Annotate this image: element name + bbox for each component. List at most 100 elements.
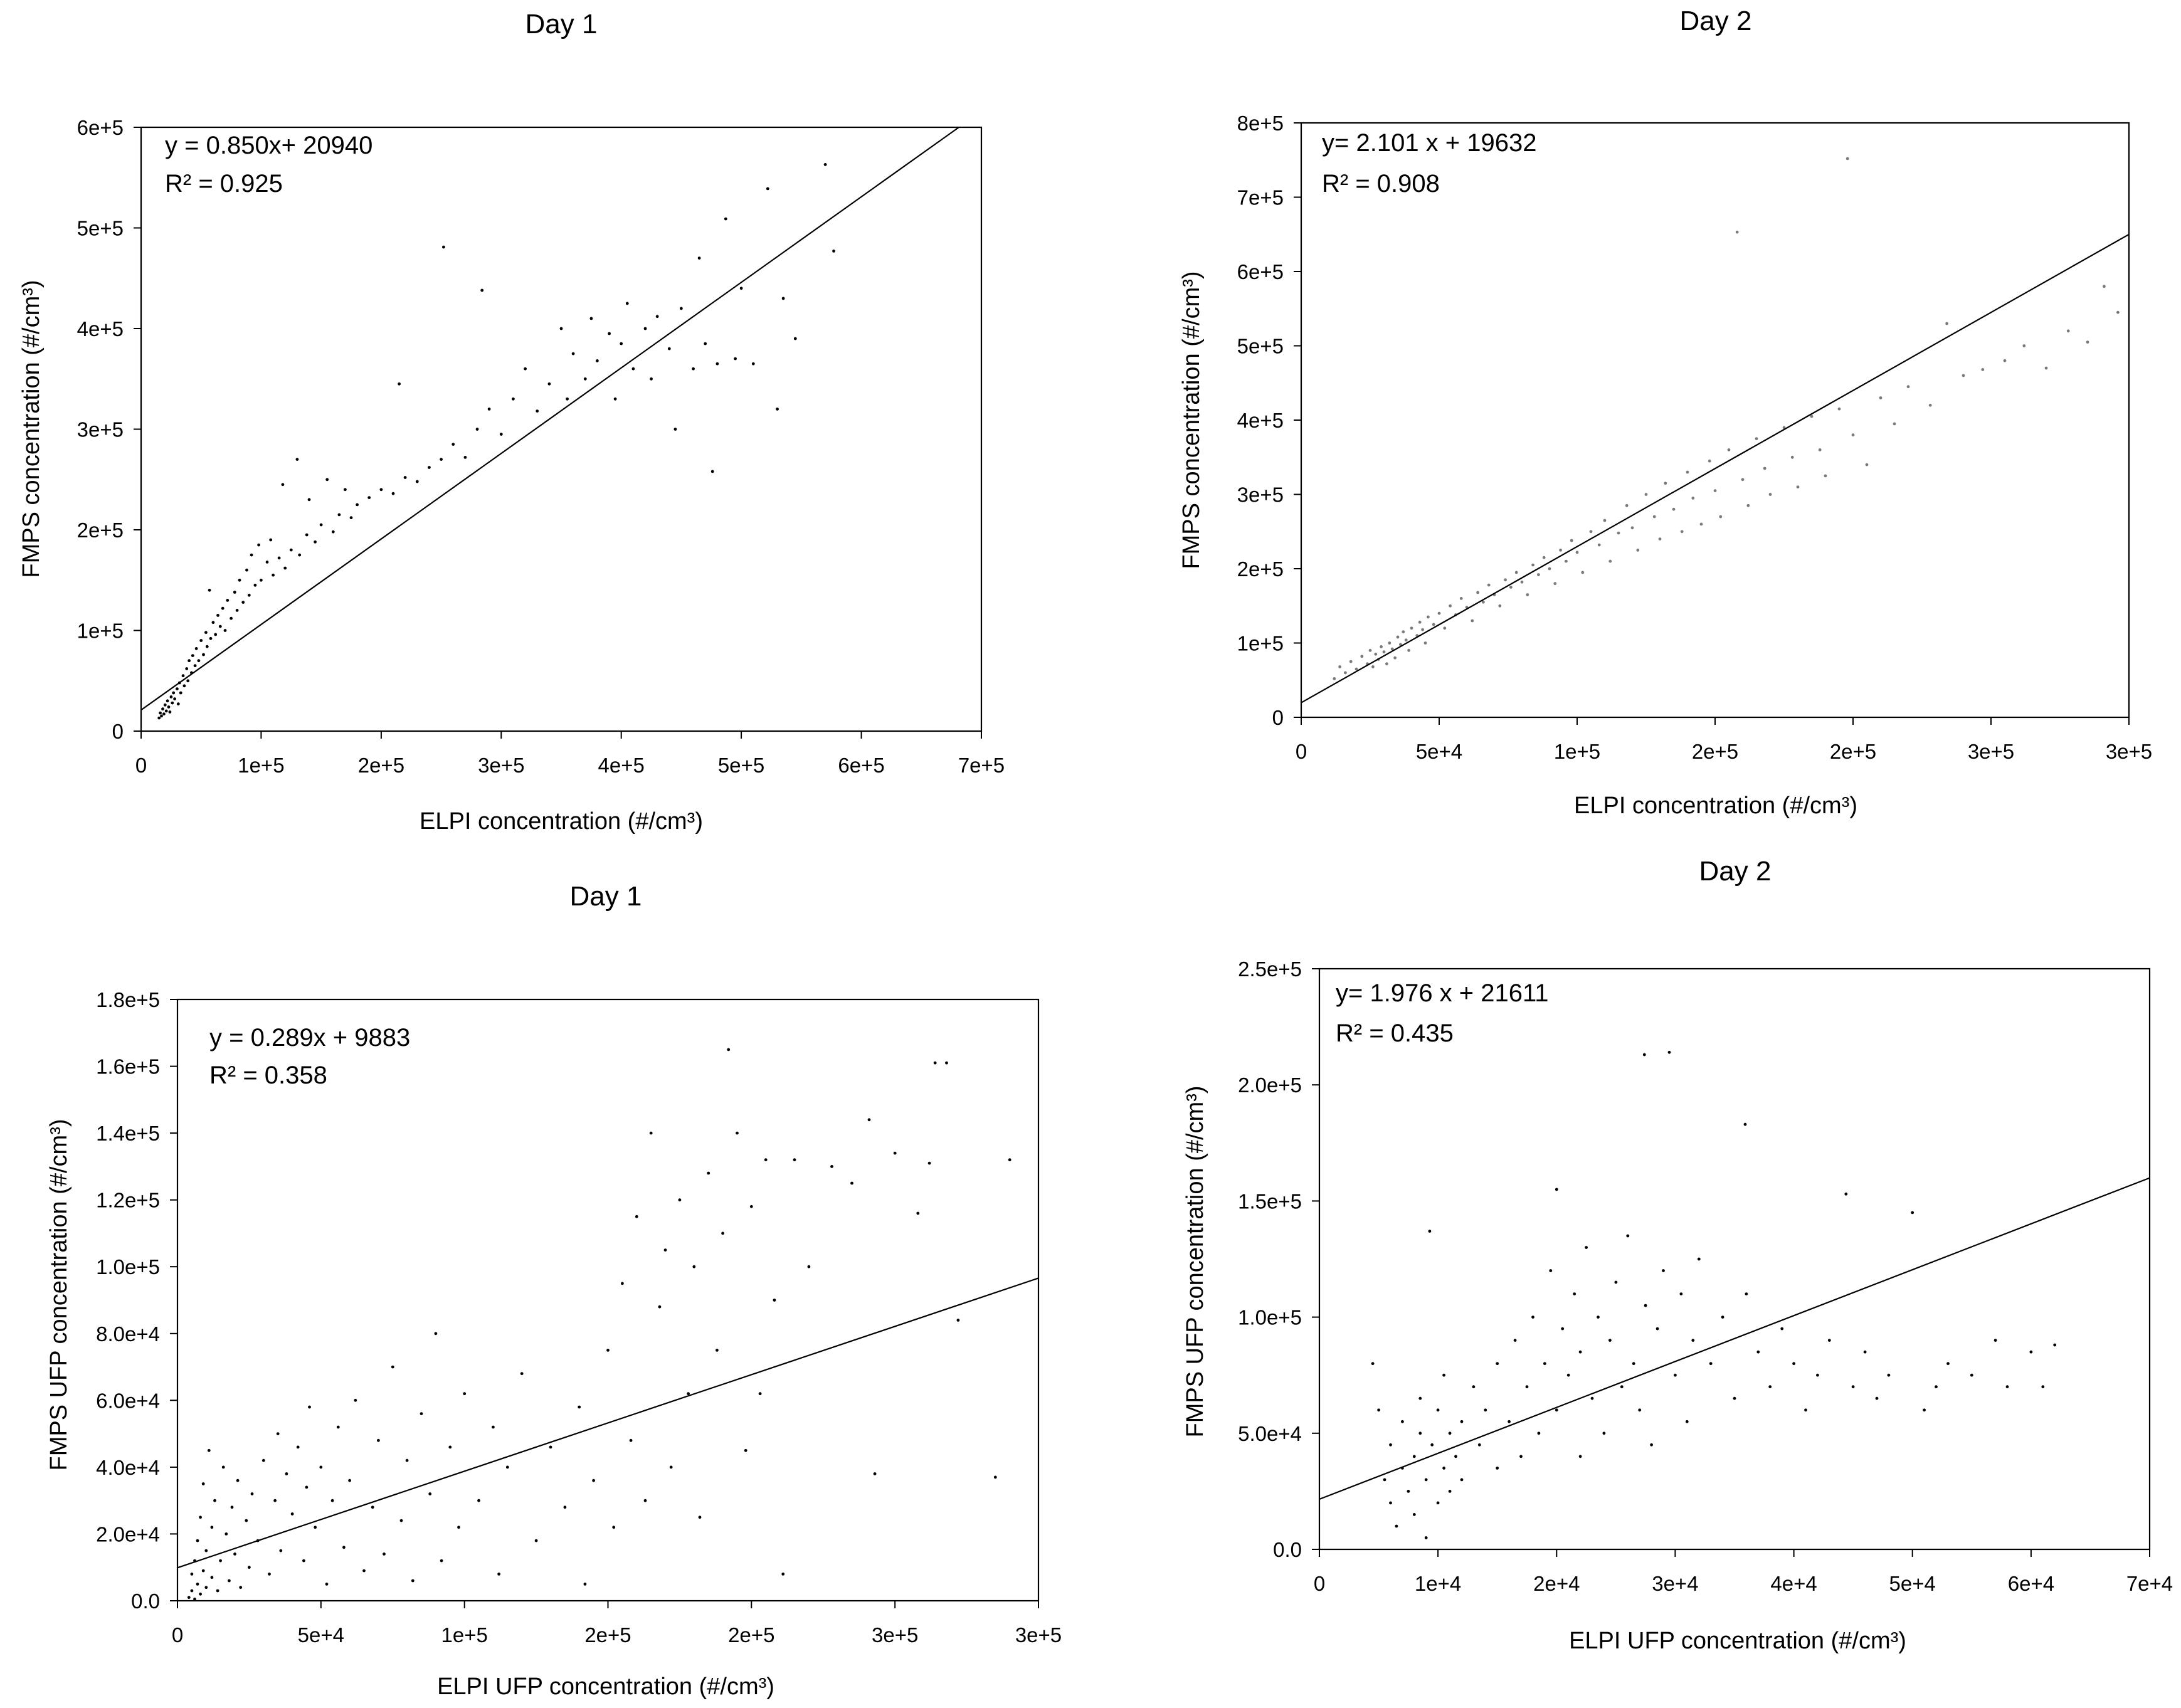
- data-point: [692, 367, 695, 371]
- data-point: [302, 1559, 305, 1563]
- data-point: [1816, 1373, 1819, 1377]
- y-tick-label: 1.4e+5: [96, 1122, 160, 1145]
- data-point: [367, 496, 371, 499]
- y-axis-label: FMPS UFP concentration (#/cm³): [1182, 1085, 1208, 1437]
- data-point: [933, 1061, 937, 1065]
- data-point: [463, 456, 467, 459]
- data-point: [194, 647, 198, 650]
- data-point: [281, 483, 285, 487]
- plot-area: 0 5e+4 1e+5 2e+5 2e+5 3e+5 3e+5 0.0 2.0e+4 4.0e+4…: [96, 988, 1062, 1647]
- data-point: [625, 302, 629, 305]
- data-point: [420, 1412, 423, 1416]
- data-point: [230, 616, 233, 620]
- data-point: [1636, 549, 1640, 552]
- data-point: [181, 674, 185, 678]
- data-point: [893, 1151, 897, 1155]
- data-point: [428, 466, 431, 469]
- data-point: [1526, 593, 1529, 596]
- data-point: [1520, 580, 1524, 584]
- data-point: [520, 1372, 524, 1376]
- data-point: [1573, 1292, 1576, 1296]
- data-point: [167, 705, 171, 709]
- data-point: [655, 315, 659, 319]
- data-point: [1733, 1396, 1736, 1400]
- data-point: [707, 1171, 710, 1175]
- data-point: [1454, 1455, 1457, 1458]
- data-point: [1355, 667, 1358, 671]
- data-point: [257, 543, 260, 547]
- data-point: [758, 1392, 762, 1396]
- data-point: [199, 639, 203, 642]
- data-point: [1680, 530, 1684, 534]
- data-point: [1472, 1385, 1476, 1389]
- data-point: [1487, 583, 1491, 587]
- data-point: [1608, 559, 1612, 563]
- data-point: [164, 709, 168, 713]
- data-point: [1368, 648, 1372, 652]
- data-point: [325, 1583, 329, 1586]
- chart-title: Day 1: [525, 9, 598, 40]
- data-point: [1946, 1362, 1950, 1366]
- data-point: [1887, 1373, 1891, 1377]
- y-axis-label: FMPS UFP concentration (#/cm³): [46, 1119, 72, 1470]
- data-point: [744, 1448, 747, 1452]
- data-point: [1424, 1536, 1428, 1539]
- x-tick-label: 7e+5: [958, 754, 1005, 777]
- data-point: [276, 1432, 280, 1436]
- data-point: [1827, 1339, 1831, 1342]
- data-point: [1721, 1315, 1724, 1319]
- data-point: [1620, 1385, 1624, 1389]
- chart-title: Day 2: [1699, 856, 1772, 887]
- data-point: [405, 1458, 409, 1462]
- data-point: [793, 1158, 796, 1162]
- data-point: [319, 1465, 323, 1469]
- data-point: [1410, 626, 1413, 630]
- data-point: [1763, 467, 1766, 470]
- data-point: [1424, 1478, 1428, 1482]
- data-point: [1542, 556, 1546, 559]
- data-point: [1508, 1420, 1511, 1423]
- data-point: [176, 687, 179, 690]
- data-point: [2005, 1385, 2009, 1389]
- x-tick-label: 3e+5: [1968, 740, 2014, 763]
- data-point: [993, 1475, 997, 1479]
- data-point: [621, 1282, 624, 1285]
- data-point: [1638, 1408, 1642, 1412]
- data-point: [1476, 591, 1480, 594]
- data-point: [162, 712, 166, 716]
- data-point: [214, 633, 218, 636]
- y-tick-label: 4e+5: [1237, 409, 1284, 432]
- data-point: [1437, 611, 1441, 615]
- data-point: [228, 1579, 231, 1583]
- plot-frame: [1318, 967, 2151, 1551]
- data-point: [428, 1492, 432, 1495]
- data-point: [643, 1499, 647, 1502]
- data-point: [1382, 650, 1386, 654]
- data-point: [687, 1392, 690, 1396]
- x-tick-label: 3e+5: [1015, 1623, 1062, 1647]
- data-point: [1418, 1396, 1422, 1400]
- y-axis-label: FMPS concentration (#/cm³): [1178, 271, 1205, 569]
- data-point: [781, 297, 785, 300]
- data-point: [159, 711, 162, 715]
- data-point: [391, 492, 395, 495]
- data-point: [1844, 1192, 1848, 1196]
- data-point: [1585, 1246, 1588, 1249]
- data-point: [1644, 1304, 1647, 1307]
- data-point: [298, 553, 302, 557]
- data-point: [1603, 519, 1607, 522]
- data-point: [190, 1589, 194, 1593]
- data-point: [403, 476, 407, 479]
- data-point: [248, 1566, 251, 1569]
- data-point: [207, 1448, 211, 1452]
- data-point: [161, 707, 164, 711]
- data-point: [1824, 474, 1827, 478]
- data-point: [480, 288, 484, 292]
- y-tick-label: 5.0e+4: [1238, 1422, 1302, 1445]
- data-point: [1460, 1420, 1464, 1423]
- data-point: [850, 1181, 853, 1185]
- data-point: [673, 428, 677, 431]
- data-point: [411, 1579, 415, 1583]
- data-point: [945, 1061, 948, 1065]
- data-point: [440, 458, 443, 461]
